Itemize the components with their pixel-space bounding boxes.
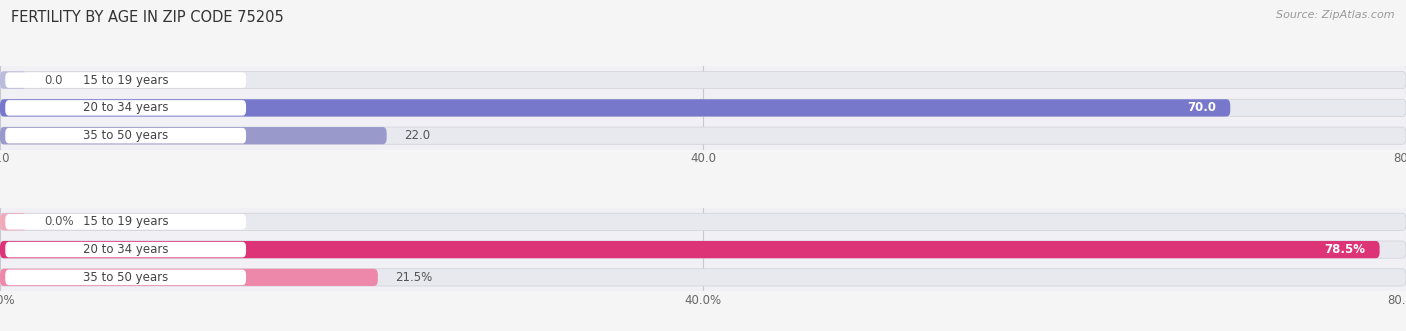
FancyBboxPatch shape (6, 214, 246, 230)
FancyBboxPatch shape (0, 269, 1406, 286)
FancyBboxPatch shape (0, 213, 27, 230)
FancyBboxPatch shape (6, 128, 246, 143)
FancyBboxPatch shape (0, 99, 1230, 117)
Text: 20 to 34 years: 20 to 34 years (83, 243, 169, 256)
Text: Source: ZipAtlas.com: Source: ZipAtlas.com (1277, 10, 1395, 20)
FancyBboxPatch shape (0, 241, 1379, 258)
FancyBboxPatch shape (6, 242, 246, 258)
Text: FERTILITY BY AGE IN ZIP CODE 75205: FERTILITY BY AGE IN ZIP CODE 75205 (11, 10, 284, 25)
FancyBboxPatch shape (0, 127, 387, 144)
FancyBboxPatch shape (0, 71, 1406, 89)
Text: 22.0: 22.0 (405, 129, 430, 142)
Text: 20 to 34 years: 20 to 34 years (83, 101, 169, 115)
Text: 15 to 19 years: 15 to 19 years (83, 215, 169, 228)
FancyBboxPatch shape (6, 270, 246, 285)
Text: 0.0%: 0.0% (44, 215, 73, 228)
Text: 15 to 19 years: 15 to 19 years (83, 73, 169, 87)
Text: 0.0: 0.0 (44, 73, 62, 87)
FancyBboxPatch shape (0, 71, 27, 89)
FancyBboxPatch shape (0, 269, 378, 286)
FancyBboxPatch shape (0, 99, 1406, 117)
Text: 35 to 50 years: 35 to 50 years (83, 271, 169, 284)
Text: 21.5%: 21.5% (395, 271, 433, 284)
Text: 35 to 50 years: 35 to 50 years (83, 129, 169, 142)
FancyBboxPatch shape (6, 100, 246, 116)
Text: 70.0: 70.0 (1187, 101, 1216, 115)
Text: 78.5%: 78.5% (1324, 243, 1365, 256)
FancyBboxPatch shape (0, 127, 1406, 144)
FancyBboxPatch shape (6, 72, 246, 88)
FancyBboxPatch shape (0, 241, 1406, 258)
FancyBboxPatch shape (0, 213, 1406, 230)
